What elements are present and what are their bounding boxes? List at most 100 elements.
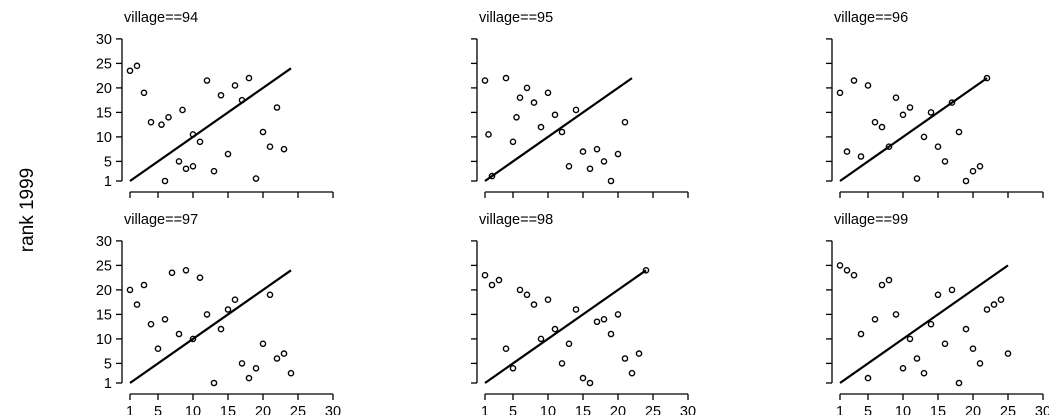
y-tick-label: 30 [96, 32, 112, 48]
y-tick-label: 20 [96, 283, 112, 299]
data-point [920, 369, 928, 377]
y-tick-label: 5 [104, 154, 112, 170]
y-tick-label: 20 [96, 81, 112, 97]
x-tick-label: 25 [645, 404, 661, 415]
data-point [133, 62, 141, 70]
data-point [913, 355, 921, 362]
data-point [857, 153, 865, 160]
y-tick-label: 25 [96, 258, 112, 274]
data-point [544, 89, 552, 97]
y-axis-label: rank 1999 [17, 167, 38, 253]
data-point [843, 266, 851, 274]
data-point [586, 165, 594, 173]
data-point [245, 374, 253, 382]
data-point [843, 148, 851, 155]
x-tick-label: 1 [481, 404, 489, 415]
data-point [579, 148, 587, 155]
data-point [161, 177, 169, 185]
data-point [231, 82, 239, 89]
data-point [906, 104, 914, 111]
y-tick-label: 1 [104, 174, 112, 190]
data-point [969, 167, 977, 175]
data-point [147, 320, 155, 328]
data-point [600, 158, 608, 165]
data-point [175, 330, 183, 338]
data-point [513, 114, 520, 121]
data-point [579, 374, 587, 382]
data-point [175, 158, 183, 165]
data-point [565, 340, 573, 348]
data-point [544, 296, 552, 304]
data-point [635, 350, 643, 357]
data-point [962, 325, 970, 333]
data-point [502, 74, 510, 82]
y-tick-label: 15 [96, 307, 112, 323]
data-point [614, 311, 622, 318]
data-point [502, 345, 510, 353]
data-point [850, 77, 858, 84]
data-point [133, 301, 141, 308]
data-point [955, 379, 963, 387]
y-tick-label: 15 [96, 105, 112, 121]
data-point [948, 99, 956, 106]
data-point [836, 262, 844, 269]
data-point [878, 123, 886, 131]
data-point [892, 94, 900, 101]
x-tick-label: 15 [575, 404, 591, 415]
data-point [906, 335, 914, 343]
x-tick-label: 15 [930, 404, 946, 415]
data-point [941, 158, 949, 165]
data-point [210, 379, 218, 387]
panel-title: village==98 [479, 212, 553, 228]
data-point [990, 301, 998, 308]
data-point [850, 271, 858, 279]
data-point [266, 291, 274, 299]
data-point [899, 364, 907, 372]
data-point [182, 165, 190, 173]
data-point [182, 266, 190, 274]
x-tick-label: 5 [864, 404, 872, 415]
data-point [516, 286, 524, 294]
data-point [252, 364, 260, 372]
panel-title: village==94 [124, 10, 198, 26]
reference-line [839, 77, 988, 182]
data-point [976, 360, 984, 367]
reference-line [484, 269, 647, 384]
y-tick-label: 25 [96, 56, 112, 72]
data-point [537, 335, 545, 343]
data-point [280, 350, 288, 357]
data-point [509, 364, 517, 372]
data-point [983, 306, 991, 313]
x-tick-label: 15 [220, 404, 236, 415]
data-point [551, 111, 559, 119]
y-axis-label-container: rank 1999 [8, 150, 48, 270]
reference-line [484, 77, 633, 182]
data-point [273, 104, 281, 111]
y-tick-label: 30 [96, 234, 112, 250]
data-point [126, 67, 134, 75]
data-point [516, 94, 524, 101]
data-point [140, 281, 148, 289]
data-point [593, 145, 601, 153]
data-point [836, 89, 844, 97]
data-point [189, 162, 197, 170]
data-point [252, 175, 260, 182]
x-tick-label: 25 [1000, 404, 1016, 415]
data-point [885, 276, 893, 284]
data-point [614, 150, 622, 158]
data-point [168, 269, 176, 277]
data-point [530, 99, 538, 106]
data-point [259, 340, 267, 348]
data-point [871, 118, 879, 126]
data-point [485, 131, 492, 138]
y-tick-label: 10 [96, 332, 112, 348]
data-point [941, 340, 949, 348]
data-point [280, 145, 288, 153]
data-point [158, 121, 165, 128]
data-point [126, 286, 134, 294]
data-point [196, 138, 204, 146]
data-point [266, 143, 274, 150]
data-point [593, 318, 601, 326]
x-tick-label: 20 [965, 404, 981, 415]
